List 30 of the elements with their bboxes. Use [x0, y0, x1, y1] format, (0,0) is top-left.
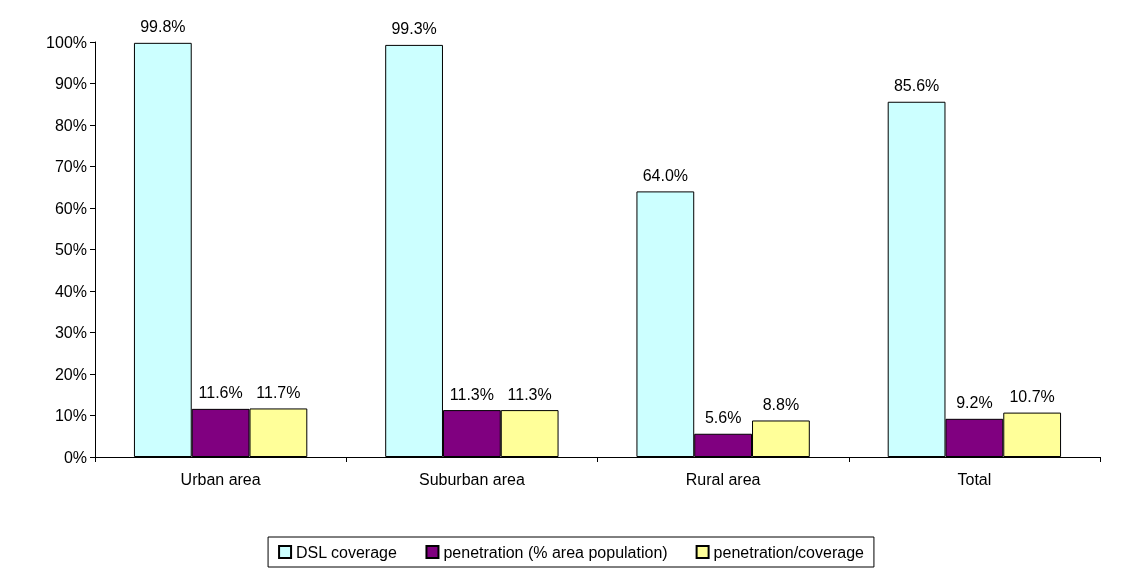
x-tick-label: Suburban area: [418, 470, 525, 488]
data-label: 11.6%: [198, 384, 243, 402]
y-tick-label: 30%: [54, 324, 87, 341]
y-tick-label: 60%: [54, 199, 87, 217]
legend-label: penetration (% area population): [443, 543, 668, 561]
legend-label: DSL coverage: [296, 543, 397, 561]
y-tick-label: 40%: [54, 282, 87, 300]
data-label: 5.6%: [704, 409, 742, 427]
data-label: 11.3%: [449, 385, 494, 403]
y-tick-label: 0%: [63, 448, 87, 466]
data-label: 85.6%: [893, 77, 940, 95]
data-label: 10.7%: [1009, 388, 1055, 406]
legend-label: penetration/coverage: [713, 543, 865, 561]
x-tick-label: Urban area: [180, 470, 261, 488]
data-label: 99.8%: [140, 18, 186, 36]
x-tick-label: Rural area: [685, 470, 761, 488]
data-label: 64.0%: [642, 166, 689, 184]
y-tick-label: 80%: [54, 116, 87, 134]
y-tick-label: 70%: [54, 158, 87, 175]
y-tick-label: 10%: [54, 407, 87, 424]
y-tick-label: 90%: [54, 75, 87, 92]
data-label: 8.8%: [762, 395, 800, 413]
x-tick-label: Total: [957, 470, 992, 488]
data-label: 11.7%: [256, 383, 301, 401]
y-tick-label: 50%: [54, 241, 87, 258]
y-tick-label: 20%: [54, 365, 87, 383]
y-tick-label: 100%: [46, 33, 87, 51]
data-label: 11.3%: [507, 385, 552, 403]
data-label: 99.3%: [391, 20, 437, 38]
data-label: 9.2%: [956, 394, 993, 412]
